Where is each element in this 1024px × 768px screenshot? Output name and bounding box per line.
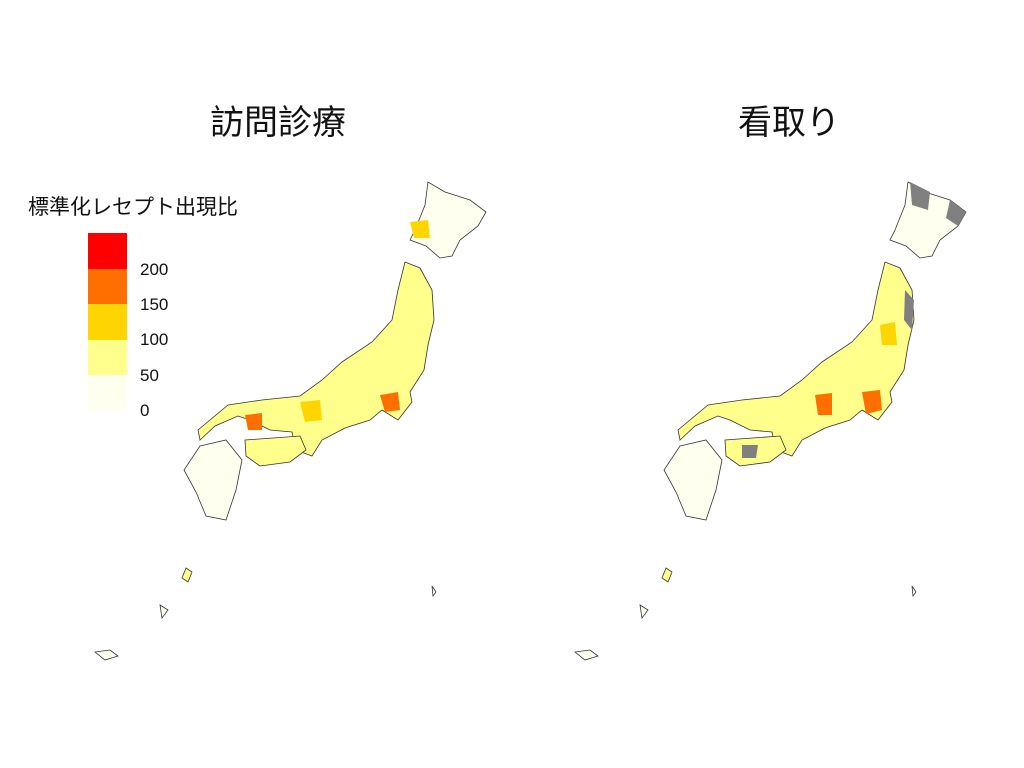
legend-label: 100 [140, 330, 169, 349]
legend-swatch-50-100 [88, 340, 127, 376]
region-no-data [904, 290, 914, 330]
region-no-data [742, 445, 758, 458]
legend-title: 標準化レセプト出現比 [28, 195, 238, 219]
legend-label: 200 [140, 260, 169, 279]
region-high [300, 400, 322, 422]
region-high [880, 322, 897, 345]
region-high [245, 413, 262, 430]
legend-swatch-0-50 [88, 375, 127, 411]
region-no-data [946, 200, 966, 226]
map-home-visit [94, 181, 487, 661]
region-high [862, 390, 882, 414]
legend-label: 150 [140, 295, 169, 314]
map-title-end-of-life: 看取り [738, 103, 840, 143]
region-no-data [910, 182, 930, 210]
map-end-of-life [574, 181, 967, 661]
legend-label: 0 [140, 401, 150, 420]
map-title-home-visit: 訪問診療 [210, 103, 346, 143]
region-high [380, 392, 400, 412]
region-high [815, 393, 832, 415]
legend-swatch-100-150 [88, 304, 127, 340]
legend-swatch-150-200 [88, 269, 127, 305]
region-high [410, 220, 430, 238]
legend-swatch-200-plus [88, 233, 127, 269]
legend-label: 50 [140, 366, 159, 385]
